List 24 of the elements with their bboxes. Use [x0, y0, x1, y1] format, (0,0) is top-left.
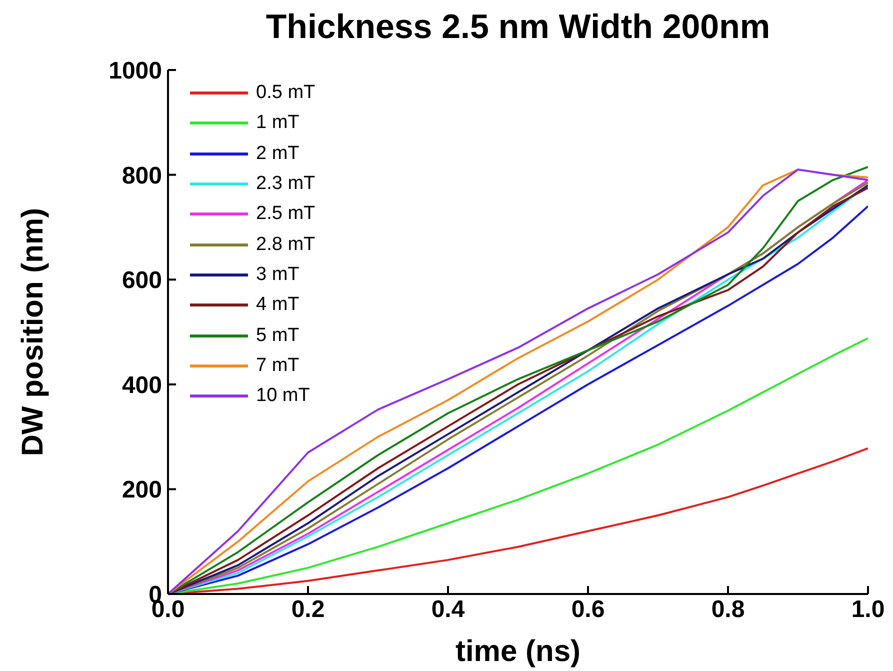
legend-label: 7 mT [256, 354, 300, 377]
y-tick-label: 200 [122, 476, 162, 504]
legend-label: 3 mT [256, 264, 300, 286]
y-axis-title: DW position (nm) [16, 208, 50, 456]
x-tick-label: 0.8 [711, 596, 745, 624]
y-tick-label: 1000 [108, 58, 162, 85]
x-axis-title: time (ns) [455, 635, 581, 668]
legend-label: 2 mT [256, 142, 300, 165]
x-tick-label: 0.2 [291, 596, 325, 624]
legend-label: 4 mT [256, 294, 300, 316]
legend-label: 2.8 mT [256, 234, 316, 256]
legend-label: 2.5 mT [256, 203, 316, 226]
x-tick-label: 0.6 [571, 596, 605, 624]
y-tick-label: 600 [122, 267, 162, 294]
chart-title: Thickness 2.5 nm Width 200nm [264, 8, 772, 47]
x-tick-label: 1.0 [851, 596, 885, 624]
legend-label: 0.5 mT [256, 82, 316, 104]
y-tick-label: 800 [122, 162, 162, 190]
legend-label: 1 mT [256, 112, 300, 134]
legend-label: 10 mT [256, 385, 310, 408]
legend-label: 2.3 mT [256, 173, 316, 196]
legend-label: 5 mT [256, 324, 300, 347]
x-tick-label: 0.4 [431, 596, 466, 624]
y-tick-label: 400 [122, 372, 162, 399]
